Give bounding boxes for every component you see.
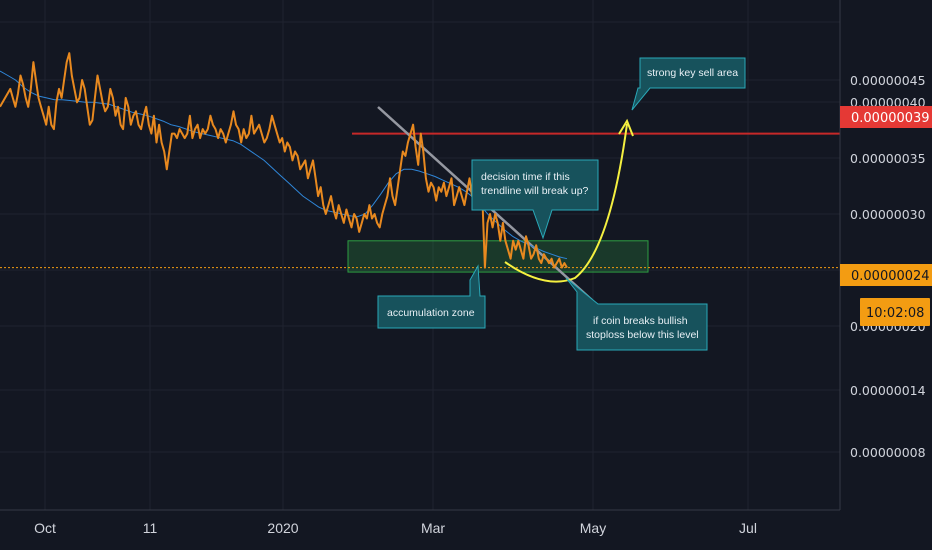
time-axis-label: May xyxy=(580,520,606,536)
callout-sell-area: strong key sell area xyxy=(631,57,746,111)
bullish-projection-arrow xyxy=(504,123,628,283)
price-axis-label: 0.00000045 xyxy=(850,73,926,88)
price-axis-label: 0.00000030 xyxy=(850,207,926,222)
current-price-tag: 0.00000024 10:02:08 xyxy=(840,264,932,326)
callout-decision-line2: trendline will break up? xyxy=(481,185,589,197)
callout-stoploss-line1: if coin breaks bullish xyxy=(593,315,688,327)
accumulation-zone-box xyxy=(347,240,649,273)
callout-sell-area-text: strong key sell area xyxy=(647,67,738,79)
price-axis-label: 0.00000008 xyxy=(850,445,926,460)
callout-accumulation-text: accumulation zone xyxy=(387,307,475,319)
callout-accumulation: accumulation zone xyxy=(377,264,486,329)
time-axis-label: Mar xyxy=(421,520,445,536)
time-axis-label: Oct xyxy=(34,520,56,536)
resistance-price-tag: 0.00000039 xyxy=(840,106,932,128)
callout-stoploss: if coin breaks bullish stoploss below th… xyxy=(565,277,708,351)
arrow-head-icon xyxy=(618,118,634,137)
callout-decision: decision time if this trendline will bre… xyxy=(471,159,599,240)
resistance-price-value: 0.00000039 xyxy=(851,111,930,126)
time-axis-label: 11 xyxy=(143,520,158,536)
time-axis-label: Jul xyxy=(739,520,757,536)
time-axis-label: 2020 xyxy=(267,520,298,536)
time-axis-labels: Oct 11 2020 Mar May Jul xyxy=(34,520,757,536)
callout-decision-line1: decision time if this xyxy=(481,171,570,183)
price-axis-label: 0.00000035 xyxy=(850,151,926,166)
callout-stoploss-line2: stoploss below this level xyxy=(586,329,699,341)
countdown-timer: 10:02:08 xyxy=(866,306,924,321)
current-price-value: 0.00000024 xyxy=(851,269,930,284)
price-axis-label: 0.00000014 xyxy=(850,383,926,398)
